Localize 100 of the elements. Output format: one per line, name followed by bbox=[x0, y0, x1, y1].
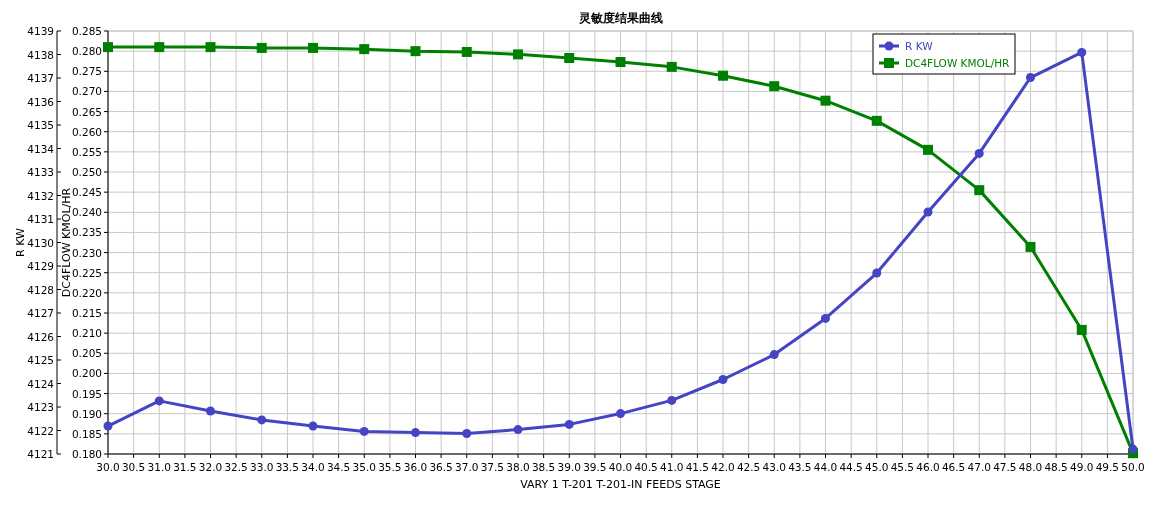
x-axis-title: VARY 1 T-201 T-201-IN FEEDS STAGE bbox=[520, 478, 721, 491]
point bbox=[616, 409, 625, 419]
point bbox=[1128, 444, 1138, 454]
x-tick-label: 32.5 bbox=[224, 461, 248, 473]
point bbox=[1026, 73, 1035, 83]
x-tick-label: 31.5 bbox=[173, 461, 197, 473]
x-tick-label: 34.0 bbox=[301, 461, 325, 473]
x-tick-label: 44.0 bbox=[813, 461, 838, 473]
y2-tick-label: 0.225 bbox=[71, 266, 102, 279]
point bbox=[462, 429, 472, 439]
point bbox=[769, 350, 779, 360]
y2-tick-label: 0.255 bbox=[71, 145, 102, 158]
y-tick-label: 4136 bbox=[27, 95, 55, 108]
y-tick-label: 4129 bbox=[27, 260, 54, 272]
point bbox=[103, 42, 113, 53]
y2-tick-label: 0.220 bbox=[71, 286, 102, 299]
y-tick-label: 4131 bbox=[27, 213, 54, 225]
y-tick-label: 4132 bbox=[27, 189, 54, 202]
y-tick-label: 4121 bbox=[27, 448, 54, 460]
y2-tick-label: 0.245 bbox=[71, 186, 102, 199]
point bbox=[1076, 324, 1087, 335]
point bbox=[103, 421, 113, 431]
x-tick-label: 46.5 bbox=[941, 461, 966, 473]
point bbox=[1077, 47, 1087, 57]
y-tick-label: 4133 bbox=[27, 166, 54, 178]
point bbox=[974, 148, 984, 158]
x-tick-label: 40.5 bbox=[634, 461, 658, 473]
y2-tick-label: 0.265 bbox=[71, 105, 102, 118]
point bbox=[359, 426, 369, 436]
point bbox=[871, 115, 882, 126]
x-tick-label: 35.0 bbox=[352, 461, 376, 473]
y2-tick-label: 0.285 bbox=[71, 25, 102, 37]
y2-tick-label: 0.195 bbox=[71, 387, 102, 400]
x-tick-label: 39.0 bbox=[557, 461, 581, 473]
point bbox=[513, 49, 523, 60]
y-tick-label: 4127 bbox=[27, 307, 54, 319]
x-tick-label: 50.0 bbox=[1121, 461, 1145, 473]
x-tick-label: 33.5 bbox=[275, 461, 300, 473]
x-tick-label: 48.0 bbox=[1018, 461, 1043, 473]
x-tick-label: 40.0 bbox=[608, 461, 633, 473]
point bbox=[821, 313, 830, 323]
point bbox=[257, 415, 267, 425]
y2-tick-label: 0.240 bbox=[71, 206, 102, 219]
point bbox=[513, 425, 523, 435]
x-tick-label: 42.0 bbox=[711, 461, 735, 473]
y-tick-label: 4139 bbox=[27, 25, 54, 37]
point bbox=[308, 421, 318, 431]
y2-tick-label: 0.230 bbox=[71, 246, 102, 259]
x-tick-label: 45.5 bbox=[890, 461, 915, 473]
y2-tick-label: 0.190 bbox=[71, 407, 102, 420]
point bbox=[256, 42, 267, 53]
point bbox=[923, 207, 933, 217]
x-tick-label: 30.5 bbox=[121, 461, 146, 473]
y2-axis-title: DC4FLOW KMOL/HR bbox=[60, 187, 73, 298]
y-tick-label: 4122 bbox=[27, 424, 54, 437]
point bbox=[666, 61, 677, 72]
x-tick-label: 42.5 bbox=[736, 461, 761, 473]
y-tick-label: 4138 bbox=[27, 48, 54, 61]
y2-tick-label: 0.250 bbox=[71, 166, 102, 178]
point bbox=[974, 185, 985, 196]
y-tick-label: 4123 bbox=[27, 401, 54, 413]
x-tick-label: 49.5 bbox=[1095, 461, 1120, 473]
x-tick-label: 47.5 bbox=[993, 461, 1017, 473]
point bbox=[615, 57, 626, 68]
x-tick-label: 30.0 bbox=[96, 461, 120, 473]
chart-title: 灵敏度结果曲线 bbox=[578, 11, 663, 25]
point bbox=[820, 95, 831, 106]
x-tick-label: 47.0 bbox=[967, 461, 991, 473]
x-tick-label: 49.0 bbox=[1070, 461, 1094, 473]
y2-tick-label: 0.185 bbox=[71, 427, 102, 440]
y2-tick-label: 0.235 bbox=[71, 226, 102, 239]
x-tick-label: 35.5 bbox=[378, 461, 402, 473]
y-tick-label: 4134 bbox=[27, 142, 55, 155]
legend-label: R KW bbox=[905, 40, 934, 52]
x-tick-label: 33.0 bbox=[250, 461, 274, 473]
x-tick-label: 43.5 bbox=[788, 461, 812, 473]
x-tick-label: 37.5 bbox=[480, 461, 505, 473]
y2-tick-label: 0.260 bbox=[71, 125, 102, 138]
y-tick-label: 4124 bbox=[27, 377, 55, 390]
x-tick-label: 43.0 bbox=[762, 461, 786, 473]
point bbox=[667, 395, 677, 405]
point bbox=[564, 52, 575, 63]
x-tick-label: 38.5 bbox=[531, 461, 556, 473]
point bbox=[718, 375, 728, 385]
point bbox=[205, 42, 216, 53]
point bbox=[718, 70, 728, 81]
x-tick-label: 37.0 bbox=[455, 461, 479, 473]
y2-tick-label: 0.280 bbox=[71, 45, 102, 58]
point bbox=[154, 42, 165, 53]
y-tick-label: 4137 bbox=[27, 72, 54, 84]
x-tick-label: 46.0 bbox=[916, 461, 940, 473]
x-tick-label: 34.5 bbox=[326, 461, 351, 473]
x-tick-label: 45.0 bbox=[865, 461, 889, 473]
legend-label: DC4FLOW KMOL/HR bbox=[905, 57, 1010, 69]
x-tick-label: 38.0 bbox=[506, 461, 530, 473]
point bbox=[1025, 241, 1036, 252]
point bbox=[461, 46, 472, 57]
point bbox=[206, 406, 215, 416]
y2-tick-label: 0.275 bbox=[71, 65, 102, 78]
y2-tick-label: 0.210 bbox=[71, 327, 102, 340]
